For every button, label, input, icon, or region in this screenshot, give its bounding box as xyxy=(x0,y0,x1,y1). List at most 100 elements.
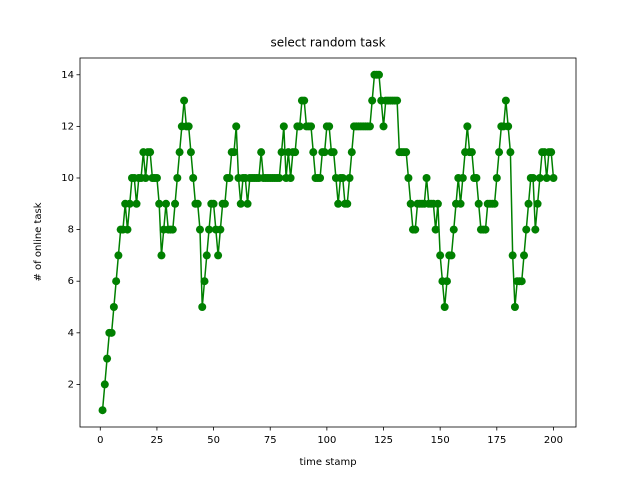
x-tick-label: 150 xyxy=(431,435,450,446)
data-point xyxy=(529,173,538,182)
data-point xyxy=(123,225,132,234)
data-point xyxy=(175,148,184,157)
x-tick-label: 25 xyxy=(151,435,164,446)
data-point xyxy=(309,148,318,157)
data-point xyxy=(329,148,338,157)
data-point xyxy=(152,173,161,182)
data-point xyxy=(533,199,542,208)
data-point xyxy=(325,122,334,131)
x-tick-label: 50 xyxy=(207,435,220,446)
data-point xyxy=(393,96,402,105)
data-point xyxy=(275,173,284,182)
data-point xyxy=(236,199,245,208)
y-tick-label: 6 xyxy=(68,276,74,287)
data-point xyxy=(334,199,343,208)
data-point xyxy=(402,148,411,157)
data-point xyxy=(506,148,515,157)
data-point xyxy=(501,96,510,105)
data-point xyxy=(189,173,198,182)
data-point xyxy=(307,122,316,131)
data-point xyxy=(300,96,309,105)
data-point xyxy=(447,251,456,260)
data-point xyxy=(286,173,295,182)
data-point xyxy=(379,122,388,131)
data-point xyxy=(112,277,121,286)
data-point xyxy=(195,225,204,234)
data-point xyxy=(510,303,519,312)
y-tick-label: 12 xyxy=(61,121,74,132)
data-point xyxy=(257,148,266,157)
x-tick-label: 175 xyxy=(487,435,506,446)
data-point xyxy=(547,148,556,157)
data-point xyxy=(433,199,442,208)
data-point xyxy=(542,173,551,182)
data-point xyxy=(193,199,202,208)
data-point xyxy=(343,199,352,208)
data-point xyxy=(100,380,109,389)
data-point xyxy=(229,148,238,157)
data-point xyxy=(474,199,483,208)
chart-title: select random task xyxy=(270,36,385,50)
data-point xyxy=(411,225,420,234)
data-point xyxy=(180,96,189,105)
data-point xyxy=(472,173,481,182)
data-point xyxy=(449,225,458,234)
data-point xyxy=(232,122,241,131)
data-point xyxy=(442,277,451,286)
data-point xyxy=(225,173,234,182)
data-point xyxy=(347,148,356,157)
x-axis-label: time stamp xyxy=(299,457,356,468)
data-point xyxy=(492,173,501,182)
data-point xyxy=(368,96,377,105)
data-point xyxy=(216,225,225,234)
data-point xyxy=(406,199,415,208)
data-point xyxy=(535,173,544,182)
data-point xyxy=(157,251,166,260)
data-point xyxy=(277,148,286,157)
data-point xyxy=(109,303,118,312)
data-point xyxy=(431,225,440,234)
data-point xyxy=(146,148,155,157)
data-point xyxy=(524,199,533,208)
data-point xyxy=(365,122,374,131)
y-tick-label: 4 xyxy=(68,328,74,339)
plot-frame xyxy=(79,57,577,428)
data-point xyxy=(456,199,465,208)
data-point xyxy=(295,122,304,131)
data-point xyxy=(184,122,193,131)
data-point xyxy=(171,199,180,208)
data-point xyxy=(522,225,531,234)
y-axis-label: # of online task xyxy=(33,202,44,281)
y-tick-label: 14 xyxy=(61,70,74,81)
x-tick-label: 125 xyxy=(374,435,393,446)
x-tick-label: 0 xyxy=(97,435,103,446)
data-point xyxy=(517,277,526,286)
data-point xyxy=(243,199,252,208)
data-point xyxy=(320,148,329,157)
data-point xyxy=(103,354,112,363)
data-point xyxy=(125,199,134,208)
data-point xyxy=(508,251,517,260)
data-point xyxy=(155,199,164,208)
data-point xyxy=(519,251,528,260)
data-point xyxy=(186,148,195,157)
y-tick-label: 2 xyxy=(68,379,74,390)
data-point xyxy=(374,70,383,79)
data-point xyxy=(531,225,540,234)
data-point xyxy=(436,251,445,260)
data-point xyxy=(168,225,177,234)
data-point xyxy=(202,251,211,260)
data-point xyxy=(404,173,413,182)
data-point xyxy=(440,303,449,312)
data-point xyxy=(316,173,325,182)
data-point xyxy=(463,122,472,131)
data-point xyxy=(132,199,141,208)
data-point xyxy=(467,148,476,157)
y-tick-label: 10 xyxy=(61,173,74,184)
data-point xyxy=(490,199,499,208)
data-point xyxy=(107,328,116,337)
data-point xyxy=(98,406,107,415)
data-point xyxy=(161,199,170,208)
x-tick-label: 200 xyxy=(544,435,563,446)
data-point xyxy=(458,173,467,182)
